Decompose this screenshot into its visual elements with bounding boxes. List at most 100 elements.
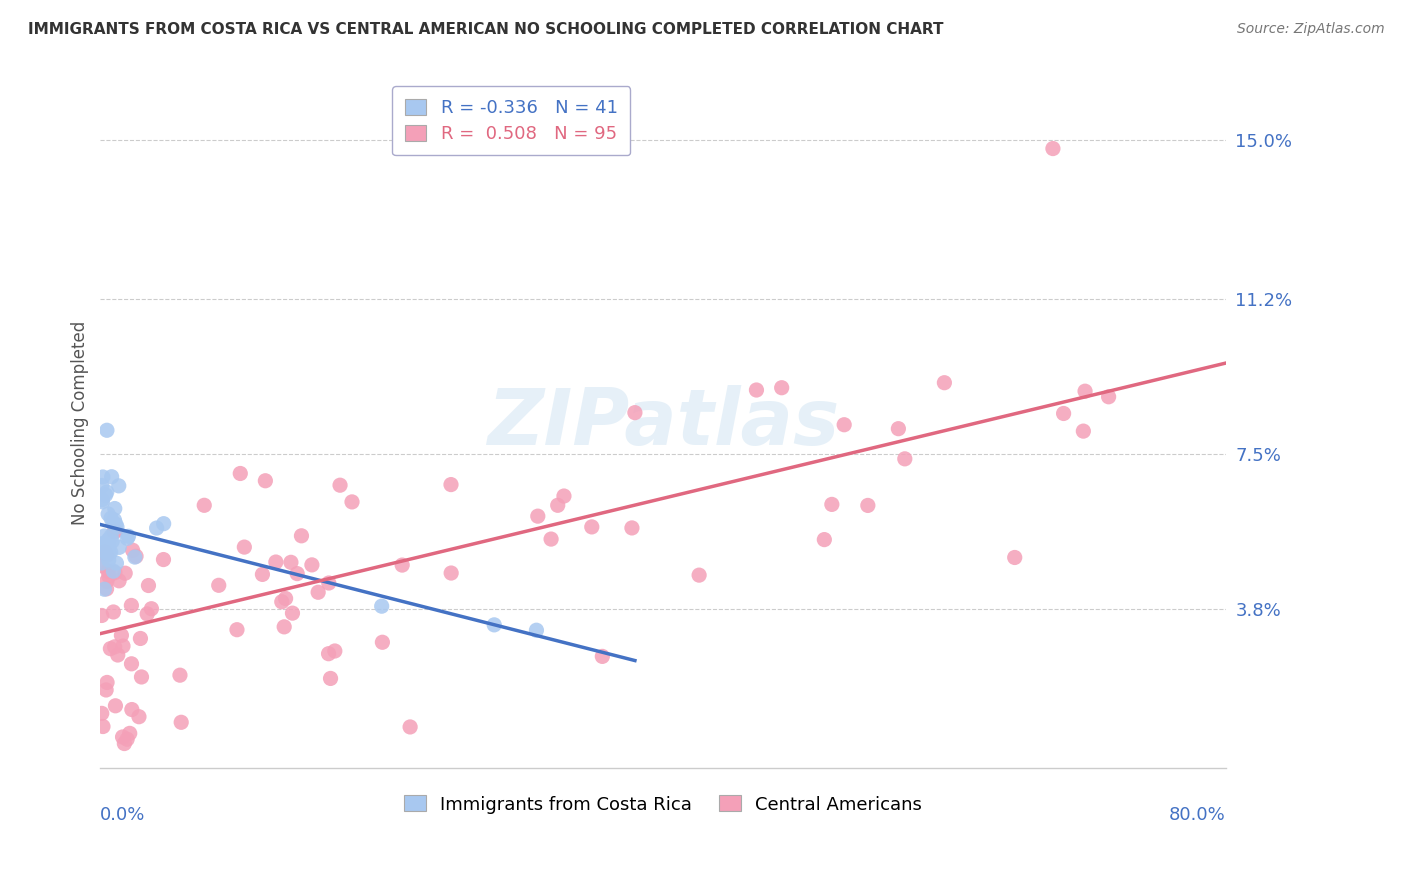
Point bbox=[307, 585, 329, 599]
Point bbox=[101, 534, 124, 549]
Point bbox=[91, 470, 114, 484]
Point bbox=[252, 567, 274, 582]
Point bbox=[100, 469, 122, 483]
Point bbox=[285, 566, 308, 581]
Text: IMMIGRANTS FROM COSTA RICA VS CENTRAL AMERICAN NO SCHOOLING COMPLETED CORRELATIO: IMMIGRANTS FROM COSTA RICA VS CENTRAL AM… bbox=[28, 22, 943, 37]
Point bbox=[90, 558, 112, 573]
Point bbox=[138, 578, 160, 592]
Point bbox=[440, 566, 463, 580]
Point bbox=[254, 474, 277, 488]
Point bbox=[111, 639, 134, 653]
Point bbox=[90, 706, 112, 721]
Point bbox=[145, 521, 167, 535]
Point bbox=[105, 556, 128, 570]
Point bbox=[105, 520, 128, 534]
Text: 0.0%: 0.0% bbox=[100, 805, 146, 823]
Point bbox=[340, 495, 363, 509]
Legend: Immigrants from Costa Rica, Central Americans: Immigrants from Costa Rica, Central Amer… bbox=[396, 789, 929, 821]
Text: ZIPatlas: ZIPatlas bbox=[486, 384, 839, 460]
Point bbox=[93, 582, 115, 597]
Point bbox=[547, 498, 569, 512]
Point bbox=[94, 488, 117, 502]
Point bbox=[110, 628, 132, 642]
Y-axis label: No Schooling Completed: No Schooling Completed bbox=[72, 320, 89, 524]
Point bbox=[97, 533, 120, 547]
Point bbox=[620, 521, 643, 535]
Point bbox=[280, 555, 302, 569]
Point bbox=[821, 497, 844, 511]
Point bbox=[97, 507, 120, 521]
Point bbox=[141, 601, 163, 615]
Point bbox=[399, 720, 422, 734]
Point bbox=[813, 533, 835, 547]
Point bbox=[90, 556, 112, 570]
Point bbox=[371, 635, 394, 649]
Point bbox=[94, 545, 117, 559]
Point bbox=[91, 495, 114, 509]
Point bbox=[440, 477, 463, 491]
Point bbox=[104, 566, 127, 580]
Point bbox=[226, 623, 249, 637]
Point bbox=[1073, 424, 1095, 438]
Point bbox=[540, 532, 562, 546]
Point bbox=[273, 620, 295, 634]
Point bbox=[111, 730, 134, 744]
Point bbox=[91, 719, 114, 733]
Point bbox=[100, 641, 122, 656]
Point bbox=[688, 568, 710, 582]
Point bbox=[121, 702, 143, 716]
Point bbox=[229, 467, 252, 481]
Point bbox=[323, 644, 346, 658]
Point bbox=[1004, 550, 1026, 565]
Point bbox=[124, 550, 146, 565]
Point bbox=[264, 555, 287, 569]
Point bbox=[484, 618, 506, 632]
Point bbox=[93, 529, 115, 543]
Point bbox=[93, 546, 115, 560]
Point bbox=[101, 516, 124, 531]
Point bbox=[894, 451, 917, 466]
Point bbox=[107, 648, 129, 662]
Point bbox=[170, 715, 193, 730]
Point bbox=[169, 668, 191, 682]
Point bbox=[103, 605, 125, 619]
Point bbox=[96, 548, 118, 562]
Point bbox=[112, 737, 135, 751]
Point bbox=[91, 537, 114, 551]
Point bbox=[104, 640, 127, 654]
Point bbox=[1042, 142, 1064, 156]
Point bbox=[527, 509, 550, 524]
Point bbox=[553, 489, 575, 503]
Point bbox=[98, 547, 121, 561]
Point bbox=[624, 406, 647, 420]
Point bbox=[100, 545, 122, 559]
Point bbox=[103, 513, 125, 527]
Point bbox=[391, 558, 413, 573]
Point bbox=[97, 569, 120, 583]
Point bbox=[281, 606, 304, 620]
Point bbox=[1097, 390, 1119, 404]
Point bbox=[1074, 384, 1097, 399]
Point bbox=[233, 540, 256, 554]
Point bbox=[90, 478, 112, 492]
Point bbox=[114, 566, 136, 581]
Point bbox=[97, 564, 120, 578]
Point bbox=[108, 574, 131, 588]
Point bbox=[96, 485, 118, 500]
Point bbox=[121, 543, 143, 558]
Point bbox=[128, 709, 150, 723]
Point bbox=[318, 576, 340, 591]
Point bbox=[107, 479, 129, 493]
Point bbox=[97, 553, 120, 567]
Point bbox=[121, 657, 143, 671]
Point bbox=[115, 732, 138, 747]
Point bbox=[329, 478, 352, 492]
Point bbox=[1052, 407, 1074, 421]
Point bbox=[90, 608, 112, 623]
Point bbox=[131, 670, 153, 684]
Point bbox=[96, 675, 118, 690]
Point bbox=[96, 574, 118, 588]
Point bbox=[117, 532, 139, 546]
Point bbox=[94, 683, 117, 698]
Point bbox=[96, 582, 118, 596]
